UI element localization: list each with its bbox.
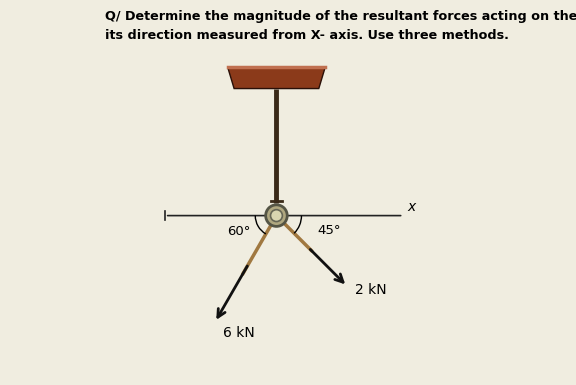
Circle shape — [266, 205, 287, 226]
Text: 60°: 60° — [227, 226, 250, 238]
Circle shape — [271, 210, 282, 221]
Text: 6 kN: 6 kN — [222, 326, 254, 340]
Text: Q/ Determine the magnitude of the resultant forces acting on the screw eye and: Q/ Determine the magnitude of the result… — [105, 10, 576, 23]
Polygon shape — [228, 67, 325, 89]
Text: 45°: 45° — [318, 224, 342, 237]
Text: its direction measured from X- axis. Use three methods.: its direction measured from X- axis. Use… — [105, 29, 509, 42]
Text: x: x — [407, 200, 416, 214]
Text: 2 kN: 2 kN — [355, 283, 386, 296]
